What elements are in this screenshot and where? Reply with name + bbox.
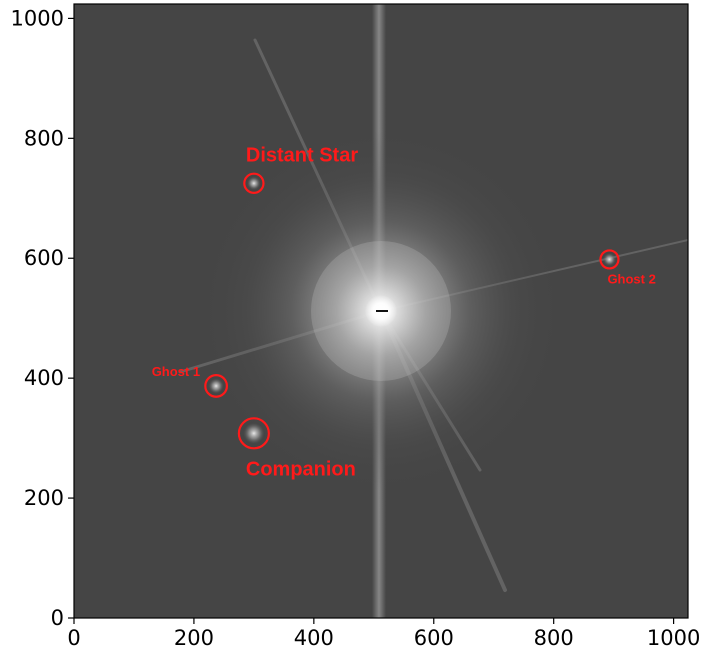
annotations: Distant Star Ghost 2 Ghost 1 Companion bbox=[152, 144, 656, 480]
x-axis: 0 200 400 600 800 1000 bbox=[67, 618, 700, 649]
ghost-2-source bbox=[603, 253, 616, 266]
y-axis: 0 200 400 600 800 1000 bbox=[11, 6, 74, 630]
y-tick-label: 0 bbox=[51, 606, 64, 630]
y-tick-label: 1000 bbox=[11, 6, 64, 30]
y-tick-label: 200 bbox=[24, 486, 64, 510]
y-tick-label: 800 bbox=[24, 126, 64, 150]
y-tick-label: 400 bbox=[24, 366, 64, 390]
ghost-2-label: Ghost 2 bbox=[607, 271, 655, 286]
point-sources bbox=[208, 176, 616, 444]
ghost-1-label: Ghost 1 bbox=[152, 364, 200, 379]
companion-marker bbox=[237, 417, 270, 450]
ghost-1-source bbox=[208, 378, 224, 394]
ghost-1-marker bbox=[204, 374, 229, 398]
x-tick-label: 0 bbox=[67, 626, 80, 649]
sky-image bbox=[74, 4, 688, 618]
distant-star-marker bbox=[243, 172, 265, 194]
distant-star-label: Distant Star bbox=[246, 144, 358, 166]
companion-label: Companion bbox=[246, 458, 356, 480]
x-tick-label: 200 bbox=[174, 626, 214, 649]
x-tick-label: 1000 bbox=[647, 626, 700, 649]
x-tick-label: 800 bbox=[534, 626, 574, 649]
y-tick-label: 600 bbox=[24, 246, 64, 270]
x-tick-label: 600 bbox=[414, 626, 454, 649]
distant-star-source bbox=[247, 176, 261, 190]
axes-frame bbox=[73, 3, 689, 619]
x-tick-label: 400 bbox=[294, 626, 334, 649]
companion-source bbox=[243, 422, 265, 444]
ghost-2-marker bbox=[599, 249, 620, 270]
